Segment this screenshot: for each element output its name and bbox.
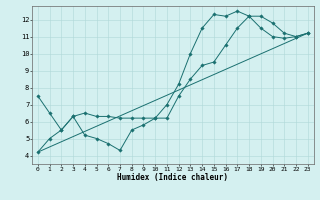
X-axis label: Humidex (Indice chaleur): Humidex (Indice chaleur) [117, 173, 228, 182]
